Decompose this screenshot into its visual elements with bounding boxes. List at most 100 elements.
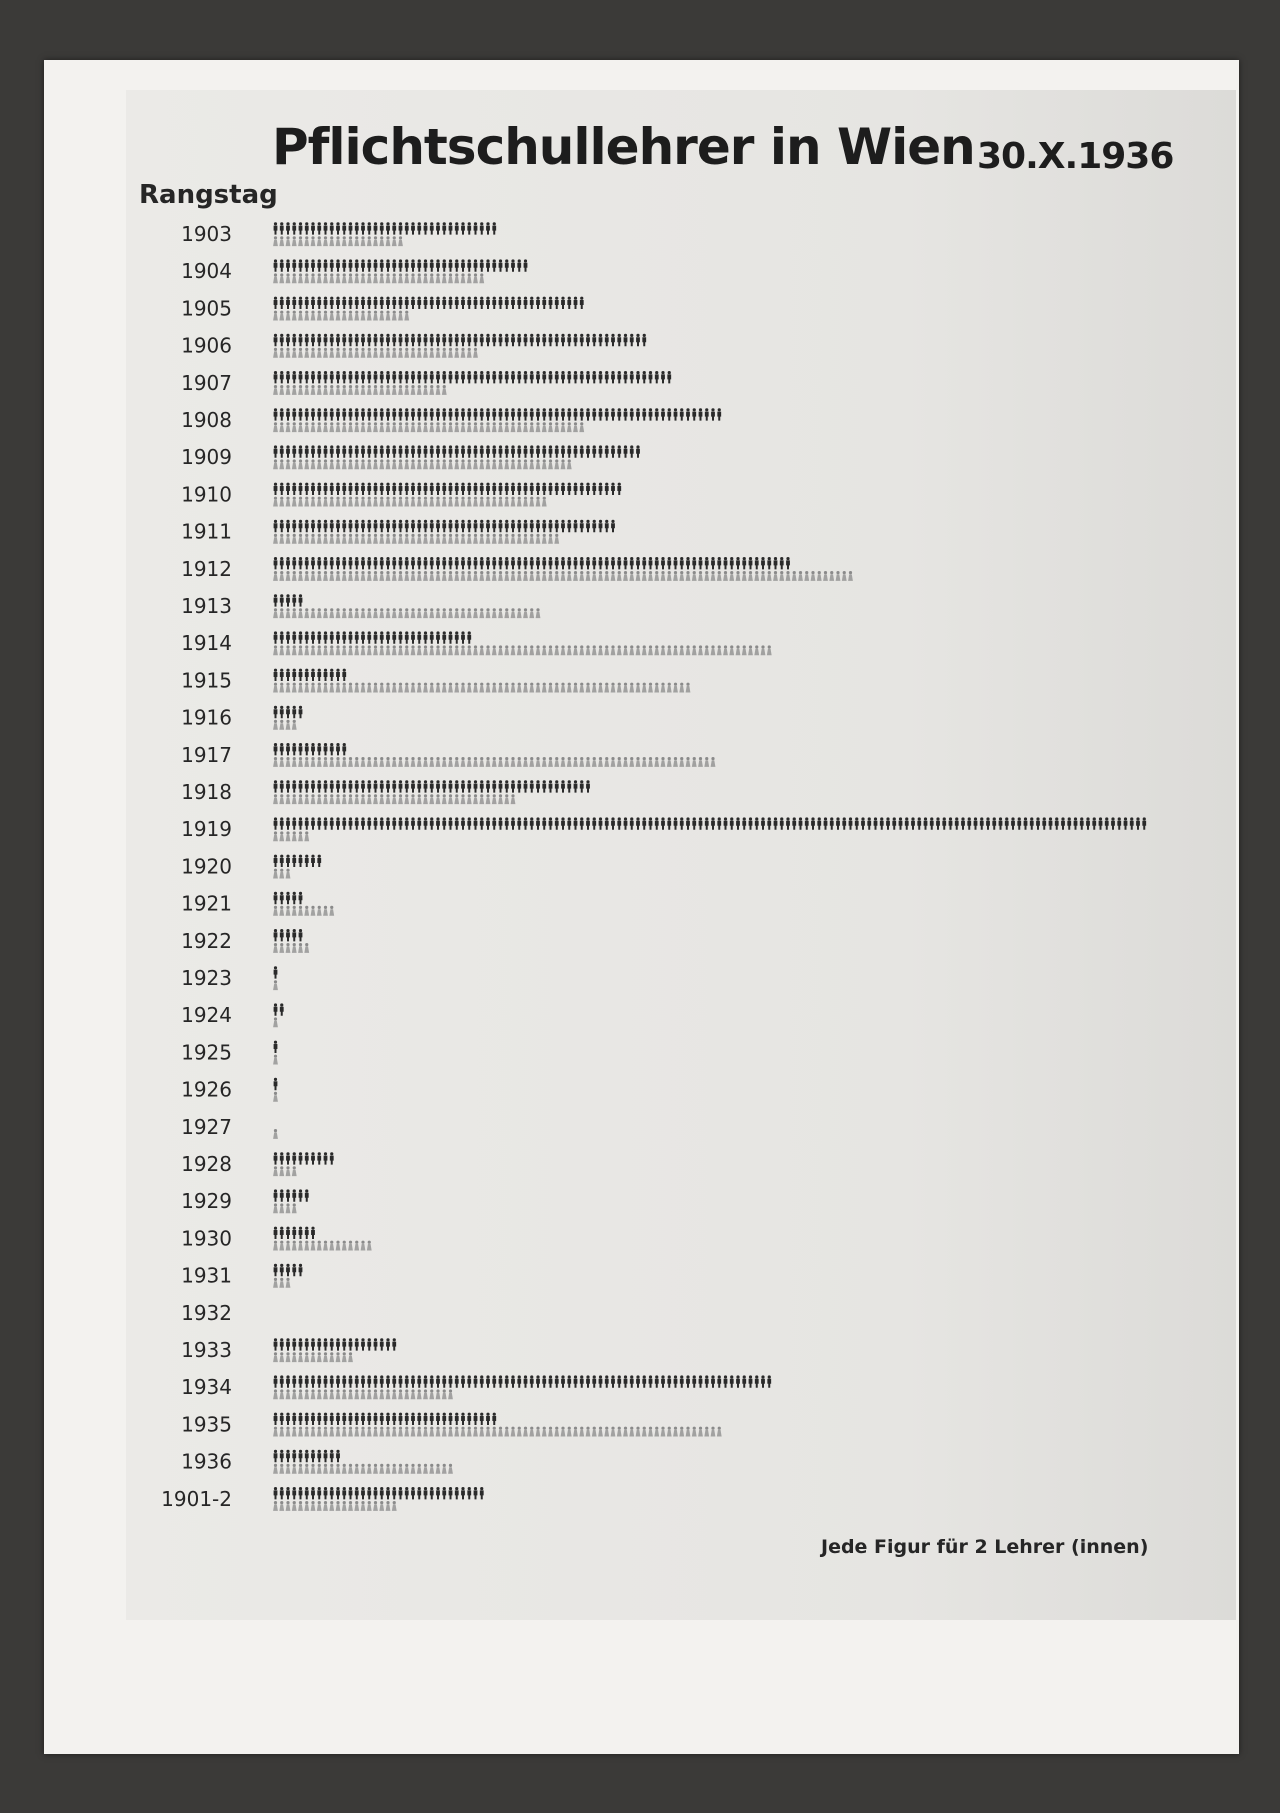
- male-figure-mark: [954, 817, 959, 830]
- female-figure-mark: [385, 1426, 391, 1437]
- female-figure-mark: [441, 794, 447, 805]
- male-figure-mark: [536, 408, 540, 421]
- female-figure-mark: [304, 1352, 310, 1363]
- male-figure-mark: [473, 780, 478, 793]
- female-figure-mark: [448, 533, 453, 544]
- male-figure-mark: [311, 333, 315, 347]
- female-figure-mark: [529, 533, 535, 544]
- male-figure-mark: [354, 631, 359, 644]
- female-figure-mark: [360, 310, 366, 321]
- male-figure-mark: [717, 1375, 722, 1388]
- male-figure-mark: [329, 1375, 334, 1388]
- male-figure-mark: [417, 631, 422, 644]
- female-figure-mark: [285, 347, 291, 358]
- male-figure-mark: [354, 222, 359, 235]
- male-figure-row: [273, 482, 622, 495]
- female-figure-mark: [541, 1426, 547, 1437]
- male-figure-mark: [523, 780, 528, 793]
- female-figure-mark: [373, 645, 378, 656]
- female-figure-mark: [335, 1463, 341, 1474]
- male-figure-mark: [511, 1375, 515, 1388]
- male-figure-mark: [654, 557, 659, 570]
- female-figure-mark: [398, 608, 403, 619]
- male-figure-mark: [311, 482, 315, 495]
- male-figure-mark: [1098, 817, 1103, 830]
- female-figure-mark: [304, 608, 310, 619]
- male-figure-mark: [429, 557, 434, 570]
- male-figure-mark: [404, 1412, 409, 1425]
- male-figure-mark: [329, 668, 334, 681]
- chart-panel: [126, 90, 1236, 1620]
- male-figure-mark: [504, 259, 509, 272]
- female-figure-mark: [354, 794, 360, 805]
- female-figure-mark: [823, 571, 828, 581]
- male-figure-mark: [723, 817, 728, 830]
- female-figure-mark: [441, 608, 447, 619]
- female-figure-mark: [548, 645, 553, 656]
- male-figure-mark: [361, 1375, 365, 1388]
- male-figure-mark: [342, 408, 347, 421]
- male-figure-mark: [467, 817, 472, 830]
- female-figure-mark: [448, 422, 453, 433]
- male-figure-mark: [286, 1487, 290, 1500]
- female-figure-mark: [316, 1240, 322, 1251]
- male-figure-mark: [379, 259, 384, 272]
- male-figure-mark: [273, 854, 278, 867]
- male-figure-mark: [329, 371, 334, 384]
- female-figure-mark: [316, 422, 322, 433]
- male-figure-mark: [548, 482, 553, 495]
- female-figure-mark: [535, 496, 541, 507]
- male-figure-mark: [936, 817, 940, 830]
- female-figure-mark: [516, 1426, 522, 1437]
- male-figure-mark: [292, 743, 297, 756]
- male-figure-mark: [561, 296, 565, 309]
- male-figure-mark: [423, 333, 428, 347]
- male-figure-mark: [298, 222, 303, 235]
- female-figure-mark: [554, 757, 560, 767]
- male-figure-mark: [398, 1375, 403, 1388]
- male-figure-mark: [342, 557, 347, 570]
- male-figure-mark: [773, 557, 778, 570]
- female-figure-mark: [385, 273, 391, 284]
- male-figure-mark: [567, 296, 572, 309]
- male-figure-mark: [442, 817, 447, 830]
- female-figure-mark: [323, 1240, 328, 1251]
- female-figure-mark: [704, 571, 710, 581]
- female-figure-mark: [273, 905, 278, 916]
- male-figure-mark: [292, 631, 297, 644]
- female-figure-mark: [279, 496, 285, 507]
- female-figure-mark: [679, 757, 685, 767]
- male-figure-mark: [342, 445, 347, 458]
- female-figure-mark: [441, 1463, 447, 1474]
- female-figure-mark: [516, 645, 522, 656]
- male-figure-mark: [648, 557, 653, 570]
- male-figure-mark: [373, 1412, 378, 1425]
- male-figure-mark: [498, 1375, 503, 1388]
- male-figure-mark: [498, 371, 503, 384]
- female-figure-mark: [329, 1463, 335, 1474]
- male-figure-mark: [354, 519, 359, 533]
- male-figure-mark: [492, 557, 497, 570]
- male-figure-mark: [411, 222, 415, 235]
- female-figure-mark: [273, 794, 278, 805]
- male-figure-mark: [436, 296, 440, 309]
- male-figure-mark: [642, 408, 647, 421]
- female-figure-mark: [329, 682, 335, 693]
- male-figure-mark: [379, 482, 384, 495]
- male-figure-row: [273, 705, 303, 719]
- female-figure-mark: [585, 1426, 591, 1437]
- male-figure-mark: [498, 445, 503, 458]
- male-figure-mark: [279, 594, 284, 607]
- female-figure-mark: [448, 571, 453, 581]
- male-figure-mark: [511, 445, 515, 458]
- male-figure-mark: [273, 780, 278, 793]
- male-figure-mark: [461, 222, 465, 235]
- male-figure-mark: [673, 557, 678, 570]
- female-figure-mark: [354, 459, 360, 470]
- female-figure-mark: [279, 1463, 285, 1474]
- male-figure-mark: [286, 1412, 290, 1425]
- female-figure-mark: [585, 757, 591, 767]
- female-figure-row: [273, 1166, 297, 1177]
- male-figure-mark: [279, 743, 284, 756]
